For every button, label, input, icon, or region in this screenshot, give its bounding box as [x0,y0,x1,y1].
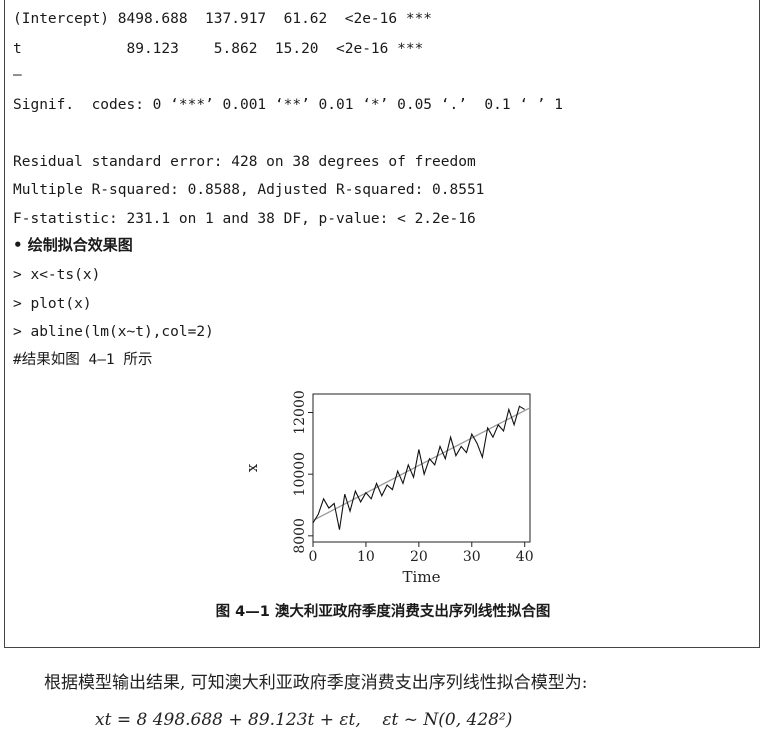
bullet-heading: • 绘制拟合效果图 [13,236,133,254]
series-line [312,405,525,530]
result-note: #结果如图 4—1 所示 [13,352,153,368]
x-axis-label: Time [403,568,441,586]
body-paragraph: 根据模型输出结果, 可知澳大利亚政府季度消费支出序列线性拟合模型为: [44,673,588,693]
code-line-f-statistic: F-statistic: 231.1 on 1 and 38 DF, p-val… [13,211,476,227]
figure-caption: 图 4—1 澳大利亚政府季度消费支出序列线性拟合图 [215,604,551,620]
y-tick-label: 8000 [292,518,308,554]
x-tick-label: 40 [516,549,534,565]
x-tick-label: 0 [309,549,318,565]
plot-frame [312,393,531,543]
time-series-figure: 0 10 20 30 40 8000 10000 12000 Time x [243,380,545,600]
code-line-r-squared: Multiple R-squared: 0.8588, Adjusted R-s… [13,182,485,198]
r-output-box: (Intercept) 8498.688 137.917 61.62 <2e-1… [4,0,760,648]
r-command-ts: > x<-ts(x) [13,267,101,283]
r-command-plot: > plot(x) [13,296,92,312]
code-line-intercept: (Intercept) 8498.688 137.917 61.62 <2e-1… [13,11,433,27]
x-tick-label: 20 [410,549,428,565]
code-line-residual-se: Residual standard error: 428 on 38 degre… [13,154,476,170]
y-axis-label: x [245,463,261,472]
y-tick-label: 12000 [292,390,308,435]
code-line-signif: Signif. codes: 0 ‘***’ 0.001 ‘**’ 0.01 ‘… [13,97,563,113]
time-series-chart: 0 10 20 30 40 8000 10000 12000 Time x [243,390,534,586]
code-line-separator: — [13,67,22,83]
model-formula: xt = 8 498.688 + 89.123t + εt, εt ~ N(0,… [95,710,513,730]
y-tick-label: 10000 [292,452,308,497]
code-line-t: t 89.123 5.862 15.20 <2e-16 *** [13,41,424,57]
x-tick-label: 30 [463,549,481,565]
x-tick-label: 10 [357,549,375,565]
r-command-abline: > abline(lm(x~t),col=2) [13,324,214,340]
